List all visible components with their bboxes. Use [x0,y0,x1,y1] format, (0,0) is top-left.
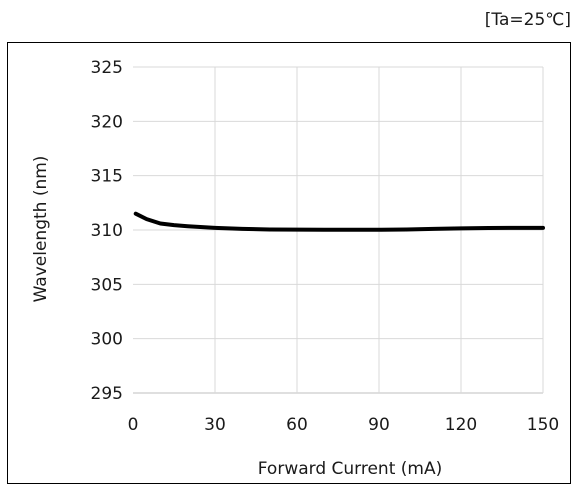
y-tick-label-310: 310 [91,221,123,241]
y-tick-label-295: 295 [91,384,123,404]
x-tick-label-120: 120 [445,415,477,435]
tick-labels: 295 300 305 310 315 320 325 0 30 60 90 120 150 [91,58,560,435]
x-tick-label-60: 60 [286,415,308,435]
y-tick-label-305: 305 [91,275,123,295]
test-condition-label: [Ta=25℃] [484,10,571,30]
y-axis-label: Wavelength (nm) [31,156,51,303]
y-tick-label-315: 315 [91,167,123,187]
x-tick-label-0: 0 [128,415,139,435]
x-tick-label-30: 30 [204,415,226,435]
series-line-0 [133,211,545,232]
y-tick-label-300: 300 [91,330,123,350]
y-tick-label-320: 320 [91,112,123,132]
chart-frame [7,42,571,484]
plot-series [133,211,545,232]
x-tick-label-90: 90 [368,415,390,435]
x-tick-label-150: 150 [527,415,559,435]
x-axis-label: Forward Current (mA) [258,459,442,479]
y-tick-label-325: 325 [91,58,123,78]
